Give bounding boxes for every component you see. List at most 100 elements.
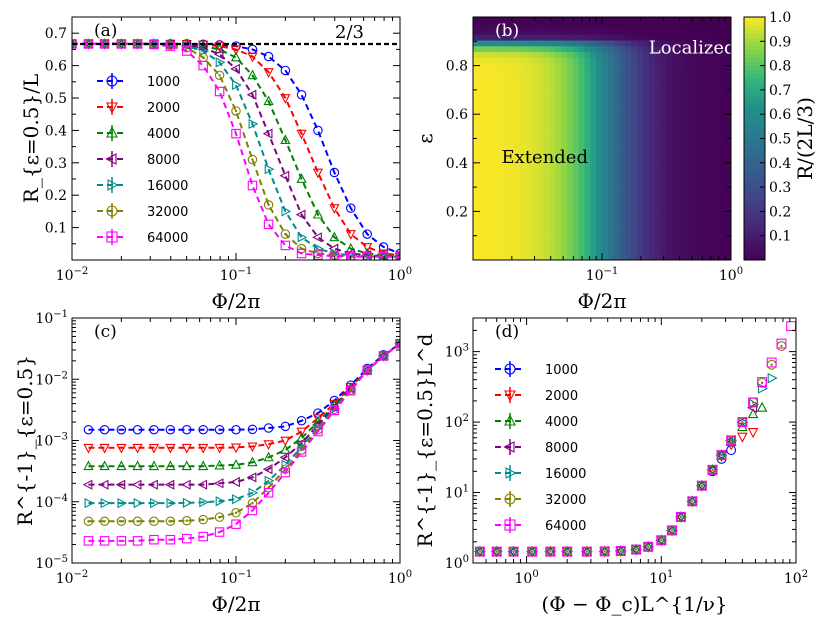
- heatmap-cell: [684, 22, 691, 29]
- heatmap-cell: [490, 138, 497, 145]
- heatmap-cell: [596, 57, 603, 64]
- heatmap-cell: [531, 155, 538, 163]
- heatmap-cell: [660, 161, 667, 168]
- heatmap-cell: [602, 144, 609, 151]
- heatmap-cell: [596, 202, 603, 209]
- heatmap-cell: [531, 150, 538, 157]
- heatmap-cell: [519, 254, 527, 261]
- heatmap-cell: [560, 74, 568, 82]
- heatmap-cell: [619, 74, 626, 82]
- heatmap-cell: [648, 190, 656, 197]
- heatmap-cell: [678, 155, 685, 163]
- heatmap-cell: [584, 74, 591, 82]
- heatmap-cell: [531, 184, 538, 191]
- heatmap-cell: [672, 225, 679, 232]
- heatmap-cell: [701, 202, 708, 209]
- heatmap-cell: [684, 231, 691, 238]
- heatmap-cell: [719, 161, 726, 168]
- y-tick-label: 0.4: [446, 156, 468, 172]
- heatmap-cell: [519, 103, 527, 110]
- heatmap-cell: [584, 138, 591, 145]
- heatmap-cell: [672, 196, 679, 203]
- heatmap-cell: [537, 132, 544, 139]
- heatmap-cell: [596, 144, 603, 151]
- heatmap-cell: [490, 231, 497, 238]
- data-point: [231, 508, 241, 518]
- heatmap-cell: [648, 51, 656, 58]
- data-point: [526, 545, 538, 556]
- heatmap-cell: [490, 34, 497, 41]
- legend-label: 4000: [545, 415, 578, 430]
- data-point-dot: [234, 109, 238, 113]
- heatmap-cell: [525, 92, 533, 99]
- heatmap-cell: [713, 57, 720, 64]
- panel-c: 10−2 10−1 10010−510−410−310−210−1(c)Φ/2πR^…: [13, 309, 412, 616]
- colorbar-segment: [744, 191, 765, 196]
- data-point: [148, 460, 160, 471]
- heatmap-cell: [537, 248, 544, 255]
- heatmap-cell: [543, 98, 550, 105]
- data-point: [279, 170, 290, 181]
- heatmap-cell: [584, 86, 591, 93]
- heatmap-cell: [572, 242, 579, 249]
- heatmap-cell: [596, 22, 603, 29]
- heatmap-cell: [584, 98, 591, 105]
- data-point: [756, 401, 768, 412]
- heatmap-cell: [602, 207, 609, 215]
- heatmap-cell: [689, 74, 697, 82]
- heatmap-cell: [660, 63, 667, 70]
- heatmap-cell: [566, 22, 574, 29]
- data-point: [99, 460, 110, 471]
- heatmap-cell: [613, 213, 620, 220]
- heatmap-cell: [713, 63, 720, 70]
- heatmap-cell: [555, 202, 562, 209]
- legend-entry: 2000: [495, 387, 578, 404]
- data-point: [213, 49, 224, 60]
- heatmap-cell: [678, 57, 685, 64]
- heatmap-cell: [660, 236, 667, 244]
- heatmap-cell: [508, 144, 515, 151]
- heatmap-cell: [625, 254, 632, 261]
- heatmap-cell: [549, 207, 556, 215]
- data-point-dot: [333, 253, 336, 257]
- heatmap-cell: [631, 40, 638, 47]
- heatmap-cell: [707, 202, 714, 209]
- heatmap-cell: [637, 80, 644, 87]
- heatmap-cell: [684, 236, 691, 244]
- heatmap-cell: [514, 86, 521, 93]
- heatmap-cell: [560, 115, 568, 122]
- heatmap-cell: [566, 45, 574, 53]
- data-point: [214, 42, 225, 52]
- heatmap-cell: [719, 121, 726, 128]
- data-point: [182, 497, 193, 508]
- heatmap-cell: [555, 248, 562, 255]
- data-point: [737, 417, 748, 428]
- y-tick-label: 0.8: [446, 59, 468, 75]
- heatmap-cell: [654, 28, 662, 35]
- heatmap-cell: [660, 40, 667, 47]
- heatmap-cell: [625, 173, 632, 180]
- heatmap-cell: [689, 98, 697, 105]
- data-point: [776, 338, 787, 349]
- heatmap-cell: [613, 51, 620, 58]
- data-point: [599, 547, 611, 558]
- data-point: [165, 534, 176, 545]
- heatmap-cell: [566, 80, 574, 87]
- heatmap-cell: [537, 150, 544, 157]
- colorbar-segment: [744, 166, 765, 172]
- data-point: [116, 39, 127, 49]
- data-point: [150, 498, 160, 509]
- heatmap-cell: [631, 103, 638, 110]
- heatmap-cell: [672, 150, 679, 157]
- heatmap-cell: [502, 45, 509, 53]
- heatmap-cell: [490, 190, 497, 197]
- data-point: [280, 444, 291, 454]
- heatmap-cell: [648, 80, 656, 87]
- heatmap-cell: [496, 213, 503, 220]
- heatmap-cell: [490, 69, 497, 76]
- heatmap-cell: [701, 109, 708, 116]
- heatmap-cell: [631, 17, 638, 24]
- heatmap-cell: [672, 103, 679, 110]
- heatmap-cell: [684, 161, 691, 168]
- heatmap-cell: [689, 69, 697, 76]
